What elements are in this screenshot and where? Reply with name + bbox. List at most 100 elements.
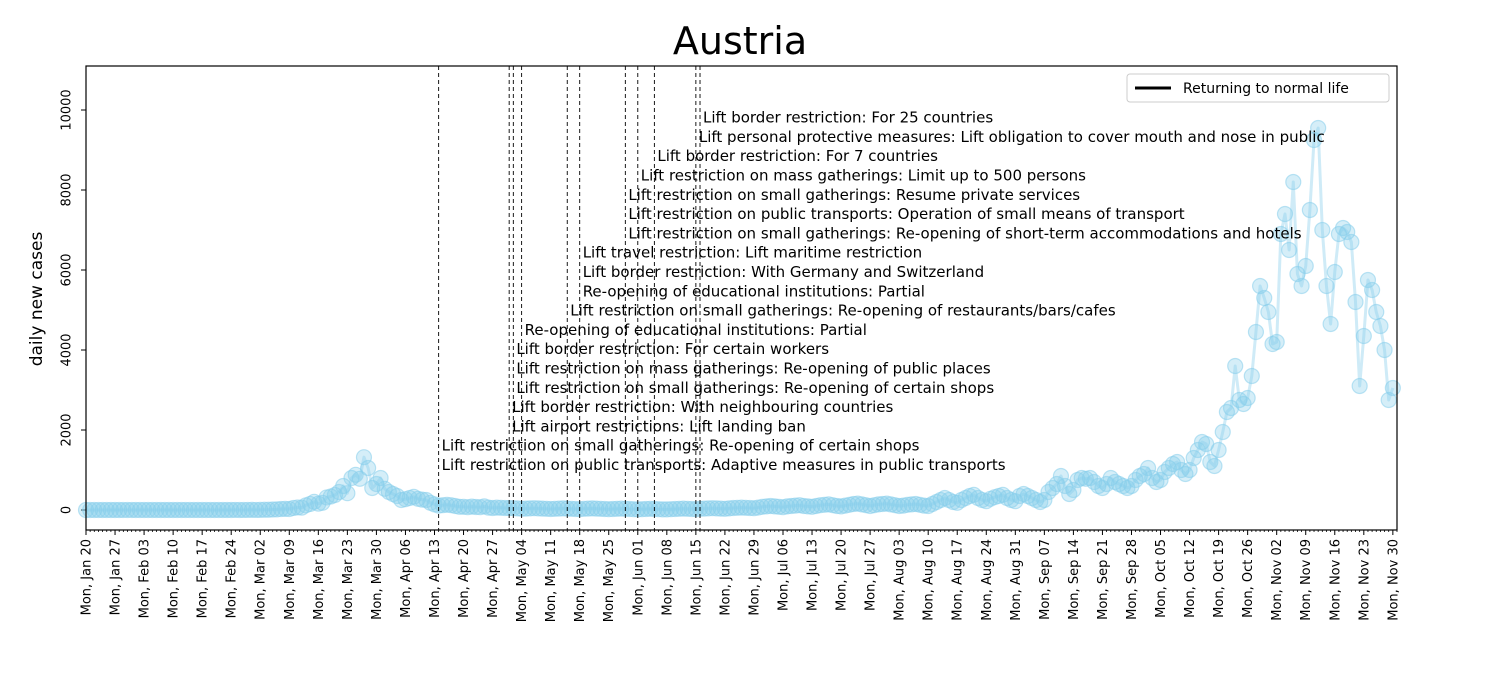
data-point — [712, 500, 729, 517]
data-point — [550, 500, 568, 517]
data-point — [613, 500, 630, 517]
data-point — [679, 500, 696, 517]
data-point — [1036, 491, 1053, 509]
x-tick-label: Mon, Jun 29 — [747, 539, 762, 616]
data-point — [704, 500, 721, 517]
data-point — [160, 501, 178, 519]
data-point — [737, 499, 754, 516]
x-tick-label: Mon, Mar 09 — [283, 539, 298, 620]
x-tick-label: Mon, Sep 28 — [1125, 539, 1140, 620]
data-point — [509, 500, 526, 517]
y-tick-label: 10000 — [60, 89, 75, 130]
data-point — [654, 501, 671, 518]
data-point — [156, 501, 173, 519]
x-tick-label: Mon, Oct 19 — [1212, 539, 1227, 618]
data-point — [90, 501, 107, 519]
data-point — [650, 501, 667, 518]
y-tick-label: 8000 — [60, 173, 75, 206]
data-point — [542, 500, 559, 518]
x-tick-label: Mon, Feb 03 — [138, 539, 153, 618]
data-point — [754, 498, 771, 515]
data-point — [455, 498, 472, 515]
x-tick-label: Mon, Jun 01 — [631, 539, 646, 616]
data-point — [1372, 317, 1389, 335]
data-point — [185, 501, 202, 519]
data-point — [480, 499, 497, 516]
data-point — [277, 500, 294, 517]
data-point — [106, 501, 124, 519]
event-label: Re-opening of educational institutions: … — [583, 282, 925, 300]
x-tick-label: Mon, Oct 05 — [1154, 539, 1169, 618]
data-point — [165, 501, 182, 519]
data-point — [816, 496, 833, 513]
data-point — [1227, 357, 1244, 375]
data-point — [231, 501, 248, 519]
x-tick-label: Mon, Oct 26 — [1241, 539, 1256, 618]
data-point — [127, 501, 144, 519]
data-point — [563, 500, 580, 517]
x-tick-label: Mon, Sep 07 — [1038, 539, 1053, 620]
data-point — [1169, 453, 1186, 471]
event-label: Lift restriction on mass gatherings: Re-… — [516, 360, 991, 378]
data-point — [521, 500, 539, 517]
data-point — [1347, 293, 1364, 311]
data-point — [779, 498, 796, 515]
data-point — [741, 499, 758, 517]
data-point — [716, 500, 734, 517]
x-tick-label: Mon, Apr 20 — [457, 539, 472, 618]
data-point — [596, 500, 613, 518]
x-tick-label: Mon, Apr 27 — [486, 539, 501, 618]
data-point — [239, 501, 256, 519]
data-point — [173, 501, 190, 519]
event-label: Lift restriction on small gatherings: Re… — [570, 302, 1116, 320]
data-point — [1281, 241, 1298, 259]
data-point — [1256, 289, 1273, 307]
data-point — [1297, 257, 1314, 275]
data-point — [148, 501, 165, 519]
x-tick-label: Mon, Mar 02 — [254, 539, 269, 620]
data-point — [268, 501, 285, 518]
data-point — [675, 500, 692, 517]
event-label: Lift restriction on small gatherings: Re… — [442, 437, 920, 455]
data-point — [633, 501, 651, 518]
data-point — [1355, 327, 1372, 345]
x-tick-label: Mon, Aug 24 — [980, 539, 995, 621]
data-point — [592, 500, 609, 517]
y-ticks: 0 2000 4000 6000 8000 10000 — [60, 89, 86, 514]
x-tick-label: Mon, Nov 02 — [1270, 539, 1285, 621]
data-point — [1318, 277, 1335, 295]
event-label: Lift restriction on small gatherings: Re… — [628, 186, 1080, 204]
data-point — [177, 501, 194, 519]
x-tick-label: Mon, Jan 27 — [109, 539, 124, 615]
data-point — [546, 500, 563, 517]
data-point — [1359, 271, 1377, 289]
data-point — [725, 499, 742, 517]
data-point — [1285, 173, 1302, 191]
data-point — [554, 500, 572, 517]
data-point — [621, 500, 638, 518]
data-point — [1206, 457, 1223, 475]
data-point — [579, 500, 597, 517]
data-point — [729, 499, 746, 516]
x-tick-label: Mon, Mar 30 — [370, 539, 385, 620]
data-point — [223, 501, 240, 519]
data-point — [152, 501, 169, 519]
data-point — [115, 501, 132, 519]
data-point — [799, 498, 816, 515]
x-tick-label: Mon, Mar 23 — [341, 539, 356, 620]
data-point — [451, 498, 468, 515]
data-point — [488, 499, 505, 516]
event-label: Lift border restriction: For 7 countries — [657, 147, 938, 165]
data-point — [131, 501, 149, 519]
data-point — [783, 497, 800, 515]
event-label: Lift travel restriction: Lift maritime r… — [583, 244, 922, 262]
data-point — [1380, 391, 1397, 409]
data-point — [1214, 423, 1231, 441]
data-point — [588, 500, 605, 517]
data-point — [214, 501, 232, 519]
data-point — [285, 499, 302, 517]
x-tick-label: Mon, Sep 21 — [1096, 539, 1111, 620]
data-point — [1247, 323, 1265, 341]
y-tick-label: 0 — [60, 506, 75, 514]
data-point — [770, 498, 787, 515]
